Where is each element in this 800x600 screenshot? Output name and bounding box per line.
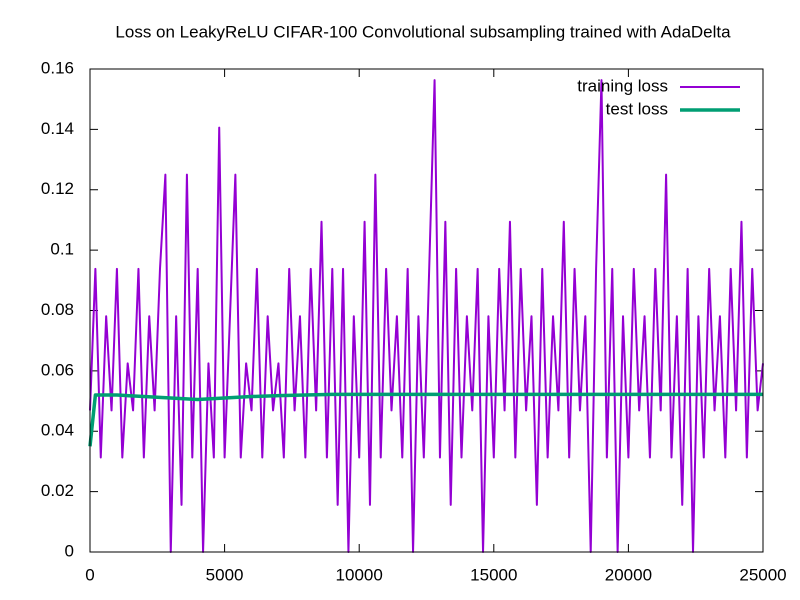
chart-title: Loss on LeakyReLU CIFAR-100 Convolutiona… (115, 22, 731, 41)
y-tick-label: 0 (65, 541, 74, 560)
x-tick-label: 10000 (336, 565, 383, 584)
y-tick-label: 0.16 (41, 58, 74, 77)
y-tick-label: 0.14 (41, 119, 74, 138)
x-tick-label: 25000 (739, 565, 786, 584)
series-line (89, 79, 764, 553)
y-tick-label: 0.08 (41, 300, 74, 319)
x-tick-label: 0 (85, 565, 94, 584)
y-tick-label: 0.02 (41, 481, 74, 500)
y-tick-label: 0.04 (41, 421, 74, 440)
y-tick-label: 0.06 (41, 360, 74, 379)
y-tick-label: 0.1 (50, 240, 74, 259)
series-line (88, 392, 763, 447)
y-tick-label: 0.12 (41, 179, 74, 198)
legend-label: test loss (606, 99, 668, 118)
x-tick-label: 5000 (206, 565, 244, 584)
legend-label: training loss (577, 76, 668, 95)
plot-border (89, 68, 764, 553)
x-tick-label: 15000 (470, 565, 517, 584)
x-tick-label: 20000 (605, 565, 652, 584)
